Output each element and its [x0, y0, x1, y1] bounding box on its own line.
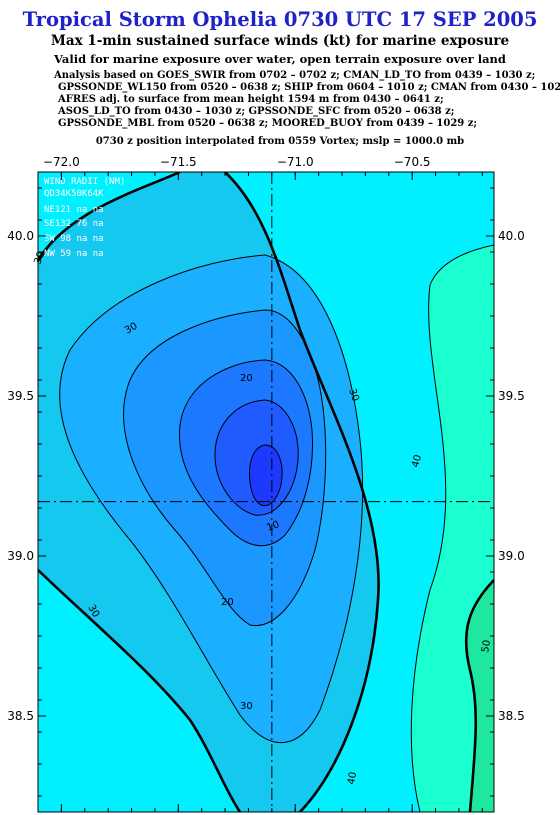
contour-line-10: [249, 444, 283, 507]
wind-radii-row-ne: NE121 na na: [44, 205, 104, 215]
fill-35-40-lower-left: [38, 570, 240, 812]
x-tick-label-top: −71.5: [160, 155, 197, 169]
axis-ticks: −72.0−72.0−71.5−71.5−71.0−71.0−70.5−70.5…: [7, 155, 525, 812]
y-tick-label-right: 38.5: [498, 709, 525, 723]
contour-label: 20: [240, 373, 253, 384]
plot-frame: [37, 171, 495, 813]
analysis-line-1: Analysis based on GOES_SWIR from 0702 – …: [54, 70, 536, 81]
y-tick-label-left: 39.0: [7, 549, 34, 563]
contour-line-20: [178, 359, 313, 547]
chart-subtitle: Max 1-min sustained surface winds (kt) f…: [50, 33, 510, 49]
x-tick-label-top: −70.5: [394, 155, 431, 169]
contour-label: 20: [221, 597, 234, 608]
wind-contour-chart: 10 20 20 30 30 30 30 30 40 40 50 WIND RA…: [7, 155, 525, 813]
wind-radii-title: WIND RADII (NM): [44, 177, 125, 187]
contour-line-30: [59, 254, 364, 743]
analysis-line-4: ASOS_LD_TO from 0430 – 1030 z; GPSSONDE_…: [58, 106, 455, 117]
wind-radii-table: WIND RADII (NM) QD34K50K64K NE121 na na …: [44, 177, 125, 259]
fill-lt10: [249, 445, 283, 506]
contour-labels: 10 20 20 30 30 30 30 30 40 40 50: [32, 250, 493, 785]
wind-radii-header: QD34K50K64K: [44, 189, 104, 199]
wind-radii-row-se: SE132 76 na: [44, 219, 104, 229]
x-tick-label-top: −71.0: [277, 155, 314, 169]
contour-label: 30: [240, 701, 253, 712]
storm-center-crosshair: [38, 172, 494, 812]
analysis-line-2: GPSSONDE_WL150 from 0520 – 0638 z; SHIP …: [58, 82, 560, 93]
contour-label: 40: [410, 454, 424, 469]
contour-fills: [38, 172, 494, 812]
wind-radii-row-sw: SW 98 na na: [44, 234, 104, 244]
y-tick-label-right: 39.0: [498, 549, 525, 563]
contour-line-50: [464, 579, 494, 812]
y-tick-label-left: 39.5: [7, 389, 34, 403]
contour-line-40: [410, 244, 494, 812]
analysis-line-5: GPSSONDE_MBL from 0520 – 0638 z; MOORED_…: [58, 118, 478, 129]
y-tick-label-right: 40.0: [498, 229, 525, 243]
contour-label: 10: [265, 519, 281, 534]
contour-label: 50: [480, 639, 493, 653]
contour-label: 30: [346, 387, 361, 403]
x-tick-label-top: −72.0: [43, 155, 80, 169]
y-tick-label-left: 40.0: [7, 229, 34, 243]
contour-label: 40: [346, 771, 359, 785]
contour-lines: [38, 172, 494, 812]
fill-gt50: [466, 580, 494, 812]
fill-35-40-upper-left: [38, 172, 180, 260]
wind-radii-row-nw: NW 59 na na: [44, 249, 104, 259]
contour-line-35-main: [224, 172, 380, 812]
contour-line-15: [214, 399, 299, 516]
contour-label: 30: [32, 250, 47, 266]
position-note: 0730 z position interpolated from 0559 V…: [95, 136, 465, 147]
contour-line-35-lower-left: [38, 569, 242, 812]
y-tick-label-right: 39.5: [498, 389, 525, 403]
analysis-line-3: AFRES adj. to surface from mean height 1…: [58, 94, 444, 105]
contour-line-35-upper-left: [38, 172, 181, 261]
chart-subtitle-2: Valid for marine exposure over water, op…: [54, 52, 506, 66]
y-tick-label-left: 38.5: [7, 709, 34, 723]
contour-line-35-edge: [38, 239, 53, 263]
chart-title: Tropical Storm Ophelia 0730 UTC 17 SEP 2…: [22, 8, 538, 31]
contour-line-25: [123, 309, 327, 627]
